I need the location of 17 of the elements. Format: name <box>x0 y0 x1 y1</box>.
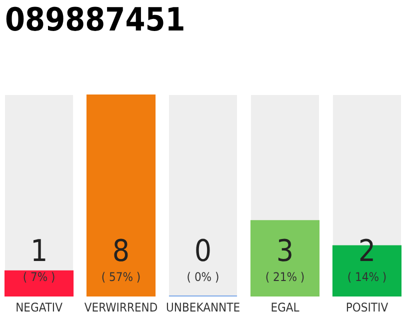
data-label: 3 <box>276 234 294 269</box>
data-label: 2 <box>358 234 376 269</box>
data-label: 1 <box>30 234 48 269</box>
annotation: ( 0% ) <box>186 270 220 284</box>
x-tick-label: EGAL <box>270 300 300 314</box>
chart-title: 089887451 <box>5 0 186 38</box>
bar <box>4 270 74 296</box>
annotation: ( 7% ) <box>22 270 56 284</box>
x-tick-label: POSITIV <box>346 300 389 314</box>
annotation: ( 14% ) <box>347 270 387 284</box>
data-label: 0 <box>194 234 212 269</box>
annotation: ( 21% ) <box>265 270 305 284</box>
x-tick-label: NEGATIV <box>16 300 64 314</box>
x-tick-label: UNBEKANNTE <box>166 300 240 314</box>
data-label: 8 <box>112 234 130 269</box>
x-tick-label: VERWIRREND <box>84 300 158 314</box>
annotation: ( 57% ) <box>101 270 141 284</box>
